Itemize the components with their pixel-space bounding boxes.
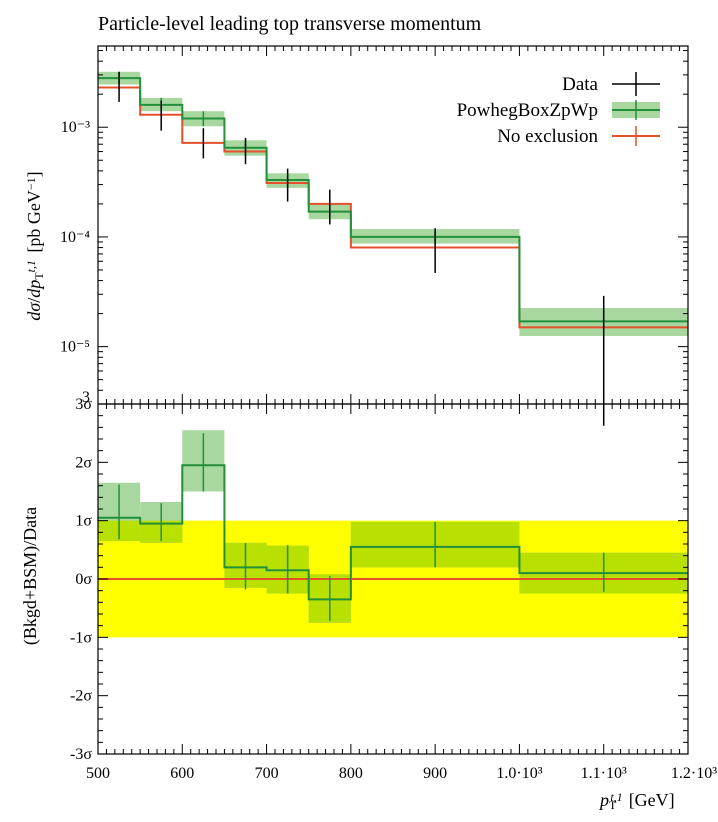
y-tick-label-bottom: -1σ — [70, 629, 92, 646]
legend-label: Data — [562, 74, 598, 95]
top-frame — [97, 45, 689, 405]
y-tick-label-bottom: 3σ — [75, 396, 92, 413]
y-axis-label-top: dσ/dpTt,1 [pb GeV−1] — [24, 171, 47, 320]
y-tick-label-bottom: 2σ — [75, 454, 92, 471]
bottom-panel: 3σ 2σ 1σ 0σ -1σ -2σ -3σ 500 600 700 800 900 1.0·10³ 1… — [70, 396, 717, 782]
top-panel: 10⁻³ 10⁻⁴ 10⁻⁵ 3 — [60, 45, 689, 426]
x-tick-label: 1.0·10³ — [496, 765, 542, 782]
y-tick-label-bottom: 1σ — [75, 513, 92, 530]
legend: Data PowhegBoxZpWp No exclusion — [457, 72, 660, 147]
x-tick-label: 900 — [423, 765, 447, 782]
x-tick-label: 500 — [86, 765, 110, 782]
legend-label: No exclusion — [497, 126, 598, 147]
x-axis-label: pTt,1 [GeV] — [598, 790, 675, 813]
x-tick-label: 800 — [339, 765, 363, 782]
x-tick-label: 700 — [255, 765, 279, 782]
chart-title: Particle-level leading top transverse mo… — [98, 13, 482, 35]
y-tick-label-top: 3 — [82, 389, 90, 406]
x-tick-label: 1.1·10³ — [581, 765, 627, 782]
y-tick-label-top: 10⁻³ — [61, 119, 90, 136]
x-tick-label: 600 — [170, 765, 194, 782]
y-tick-label-bottom: 0σ — [75, 571, 92, 588]
legend-label: PowhegBoxZpWp — [457, 100, 598, 121]
y-tick-label-top: 10⁻⁵ — [60, 339, 90, 356]
y-tick-label-top: 10⁻⁴ — [60, 229, 90, 246]
y-tick-label-bottom: -3σ — [70, 746, 92, 763]
y-tick-label-bottom: -2σ — [70, 688, 92, 705]
x-tick-label: 1.2·10³ — [671, 765, 717, 782]
y-axis-label-bottom: (Bkgd+BSM)/Data — [20, 507, 41, 645]
